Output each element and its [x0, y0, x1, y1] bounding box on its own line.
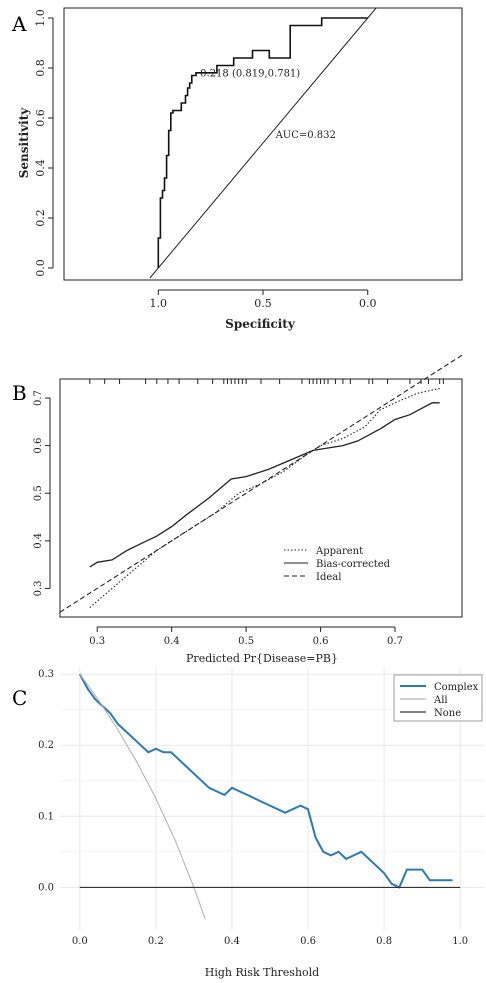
- roc-y-tick-label: 0.6: [34, 109, 47, 127]
- dca-x-axis-title: High Risk Threshold: [205, 966, 319, 979]
- dca-x-tick-label: 0.0: [72, 936, 88, 947]
- roc-y-tick-label: 0.0: [34, 259, 47, 277]
- roc-x-tick-label: 1.0: [150, 297, 168, 310]
- dca-x-tick-label: 0.8: [376, 936, 392, 947]
- dca-line-all: [79, 673, 206, 920]
- roc-threshold-annotation: 0.218 (0.819,0.781): [200, 68, 300, 79]
- roc-y-tick-label: 0.2: [34, 209, 47, 227]
- calibration-x-tick-label: 0.6: [313, 636, 329, 647]
- calibration-line-apparent: [89, 387, 440, 608]
- calibration-legend: Apparent Bias-corrected Ideal: [284, 546, 391, 583]
- dca-x-tick-label: 1.0: [452, 936, 468, 947]
- roc-x-axis-title: Specificity: [225, 317, 296, 331]
- calibration-x-tick-label: 0.7: [387, 636, 403, 647]
- roc-y-tick-label: 1.0: [34, 9, 47, 27]
- calibration-y-tick-label: 0.4: [33, 533, 44, 549]
- calibration-y-tick-label: 0.5: [33, 485, 44, 501]
- roc-y-tick-label: 0.8: [34, 59, 47, 77]
- dca-legend-label: Complex: [434, 682, 479, 693]
- dca-legend-label: None: [434, 708, 461, 719]
- roc-auc-annotation: AUC=0.832: [275, 130, 336, 141]
- dca-legend-label: All: [433, 695, 448, 706]
- dca-x-tick-label: 0.6: [300, 936, 316, 947]
- dca-x-tick-label: 0.4: [224, 936, 240, 947]
- dca-y-tick-label: 0.1: [38, 811, 54, 822]
- calibration-line-bias-corrected: [89, 402, 440, 568]
- dca-legend: Complex All None: [393, 674, 483, 722]
- calibration-legend-label: Apparent: [315, 546, 363, 557]
- dca-line-complex: [78, 673, 453, 889]
- calibration-y-tick-label: 0.7: [33, 390, 44, 406]
- panel-c-label: C: [12, 686, 28, 710]
- dca-x-tick-label: 0.2: [148, 936, 164, 947]
- roc-panel: 1.0 0.5 0.0 0.0 0.2 0.4 0.6 0.8 1.0 Specificity Se…: [17, 7, 463, 331]
- calibration-y-tick-label: 0.3: [33, 580, 44, 596]
- calibration-line-ideal: [59, 354, 463, 613]
- panel-a-label: A: [12, 12, 27, 36]
- calibration-legend-label: Bias-corrected: [316, 559, 391, 570]
- calibration-legend-label: Ideal: [316, 572, 341, 583]
- dca-legend-box: [393, 674, 483, 722]
- dca-y-tick-label: 0.3: [38, 669, 54, 680]
- roc-reference-diagonal: [149, 7, 377, 279]
- calibration-x-tick-label: 0.5: [238, 636, 254, 647]
- calibration-x-axis-title: Predicted Pr{Disease=PB}: [186, 652, 338, 665]
- roc-y-axis-title: Sensitivity: [17, 107, 31, 179]
- dca-y-tick-label: 0.0: [38, 882, 54, 893]
- calibration-x-tick-label: 0.4: [164, 636, 180, 647]
- roc-x-tick-label: 0.5: [254, 297, 272, 310]
- roc-y-tick-label: 0.4: [34, 159, 47, 177]
- calibration-x-tick-label: 0.3: [89, 636, 105, 647]
- roc-plot-frame: [63, 7, 463, 281]
- roc-x-tick-label: 0.0: [359, 297, 377, 310]
- calibration-plot-frame: [59, 378, 463, 618]
- roc-curve: [157, 17, 368, 268]
- panel-b-label: B: [12, 381, 27, 405]
- decision-curve-panel: 0.0 0.2 0.4 0.6 0.8 1.0 0.0 0.1 0.2 0.3 High Risk …: [38, 667, 484, 979]
- dca-y-tick-label: 0.2: [38, 740, 54, 751]
- calibration-panel: 0.3 0.4 0.5 0.6 0.7 0.3 0.4 0.5 0.6 0.7 Predicted …: [33, 354, 463, 665]
- calibration-y-tick-label: 0.6: [33, 438, 44, 454]
